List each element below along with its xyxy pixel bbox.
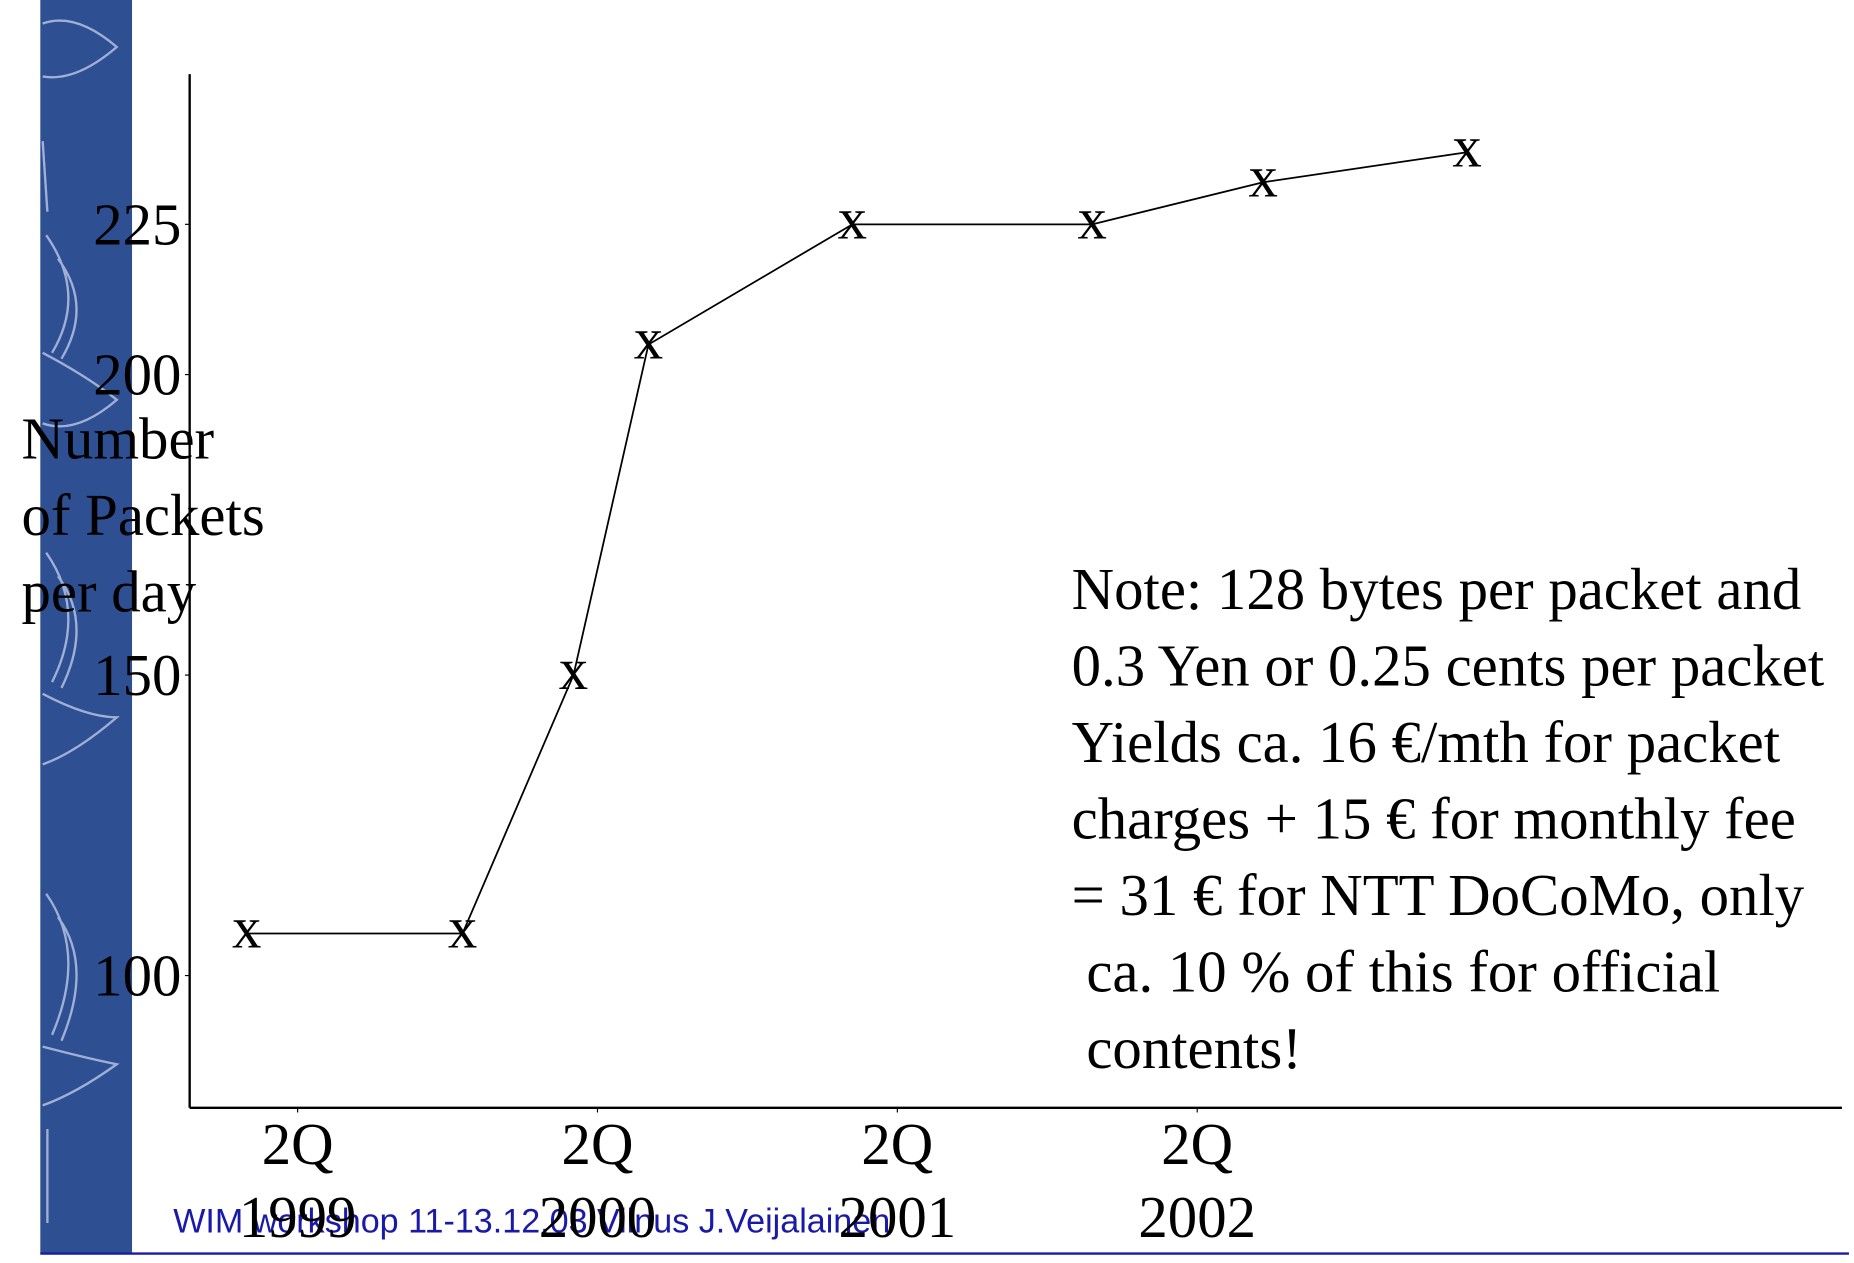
x-tick-label-line: 2Q [861, 1112, 933, 1177]
x-tick-label-line: 1999 [239, 1185, 357, 1250]
x-tick-label-line: 2Q [1161, 1112, 1233, 1177]
data-marker: x [448, 896, 477, 961]
x-tick-label-line: 2000 [539, 1185, 657, 1250]
x-tick-label-line: 2Q [262, 1112, 334, 1177]
y-tick-label: 200 [93, 343, 181, 408]
y-tick-label: 150 [93, 643, 181, 708]
data-marker: x [559, 637, 588, 702]
x-tick-label: 2Q 2002 [1138, 1112, 1256, 1250]
data-marker: x [634, 307, 663, 372]
data-marker: x [232, 896, 261, 961]
note: ca. 10 % of this for official [1072, 939, 1721, 1004]
x-tick-label-line: 2Q [562, 1112, 634, 1177]
data-marker: x [1452, 114, 1481, 179]
note: contents! [1072, 1016, 1302, 1081]
slide: WIM workshop 11-13.12.03 Vilnus J.Veijal… [0, 0, 1854, 1263]
y-tick-label: 225 [93, 192, 181, 257]
x-tick-label-line: 2001 [839, 1185, 957, 1250]
data-marker: x [1078, 186, 1107, 251]
y-axis-label: Number [21, 407, 214, 472]
x-tick-label: 2Q 1999 [239, 1112, 357, 1250]
y-axis-label: per day [21, 560, 196, 625]
note: charges + 15 € for monthly fee [1072, 786, 1796, 851]
x-tick-label: 2Q 2001 [839, 1112, 957, 1250]
y-axis-label: of Packets [21, 483, 264, 548]
note: Note: 128 bytes per packet and [1072, 557, 1802, 622]
data-marker: x [1248, 144, 1277, 209]
page: WIM workshop 11-13.12.03 Vilnus J.Veijal… [0, 0, 1854, 1263]
x-tick-label-line: 2002 [1138, 1185, 1256, 1250]
sidebar [40, 0, 132, 1254]
y-tick-label: 100 [93, 944, 181, 1009]
x-tick-label: 2Q 2000 [539, 1112, 657, 1250]
note: Yields ca. 16 €/mth for packet [1072, 710, 1780, 775]
note: 0.3 Yen or 0.25 cents per packet [1072, 634, 1825, 699]
note: = 31 € for NTT DoCoMo, only [1072, 863, 1805, 928]
data-marker: x [838, 186, 867, 251]
